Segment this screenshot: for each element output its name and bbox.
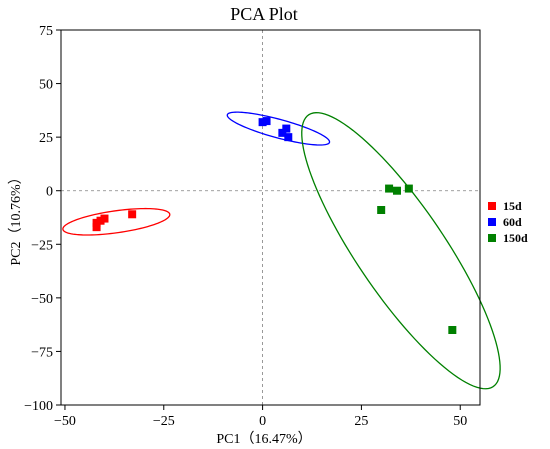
plot-area (61, 30, 501, 405)
data-point-15d-5 (92, 223, 101, 232)
data-point-15d-1 (128, 210, 137, 219)
x-axis-label: PC1（16.47%） (216, 431, 311, 447)
data-point-60d-4 (282, 124, 291, 133)
data-point-60d-3 (278, 128, 287, 137)
data-point-150d-3 (392, 186, 401, 195)
y-tick-label: 50 (39, 78, 53, 93)
data-point-150d-5 (448, 326, 457, 334)
data-point-150d-1 (377, 206, 386, 214)
y-tick-label: 0 (46, 185, 53, 200)
x-tick-label: −50 (54, 414, 76, 429)
legend-marker-150d (488, 234, 496, 242)
confidence-ellipse-150d (301, 112, 501, 390)
y-tick-label: 75 (39, 24, 53, 39)
confidence-ellipse-60d (226, 111, 331, 146)
x-tick-label: 50 (453, 414, 467, 429)
axes: −50 −25 0 25 50 75 50 25 0 −25 −50 −75 −100 (24, 24, 481, 429)
y-tick-label: −25 (31, 238, 53, 253)
data-point-150d-4 (404, 184, 413, 193)
x-tick-label: 0 (259, 414, 266, 429)
legend-marker-60d (488, 218, 496, 226)
data-point-15d-4 (92, 218, 101, 227)
plot-frame (60, 29, 481, 406)
data-point-60d-2 (262, 117, 271, 126)
legend-label-15d: 15d (503, 199, 522, 213)
legend-label-60d: 60d (503, 215, 522, 229)
data-point-150d-2 (385, 184, 394, 193)
x-tick-label: 25 (354, 414, 368, 429)
y-tick-label: −50 (31, 292, 53, 307)
y-tick-label: −100 (24, 399, 53, 414)
y-tick-label: 25 (39, 131, 53, 146)
x-tick-label: −25 (153, 414, 175, 429)
chart-title: PCA Plot (230, 4, 298, 24)
confidence-ellipse-15d (62, 207, 171, 236)
y-tick-label: −75 (31, 345, 53, 360)
legend-marker-15d (488, 202, 496, 210)
data-point-60d-5 (284, 133, 293, 142)
legend: 15d 60d 150d (488, 199, 528, 245)
legend-label-150d: 150d (503, 231, 528, 245)
y-axis-label: PC2（10.76%） (8, 170, 24, 265)
